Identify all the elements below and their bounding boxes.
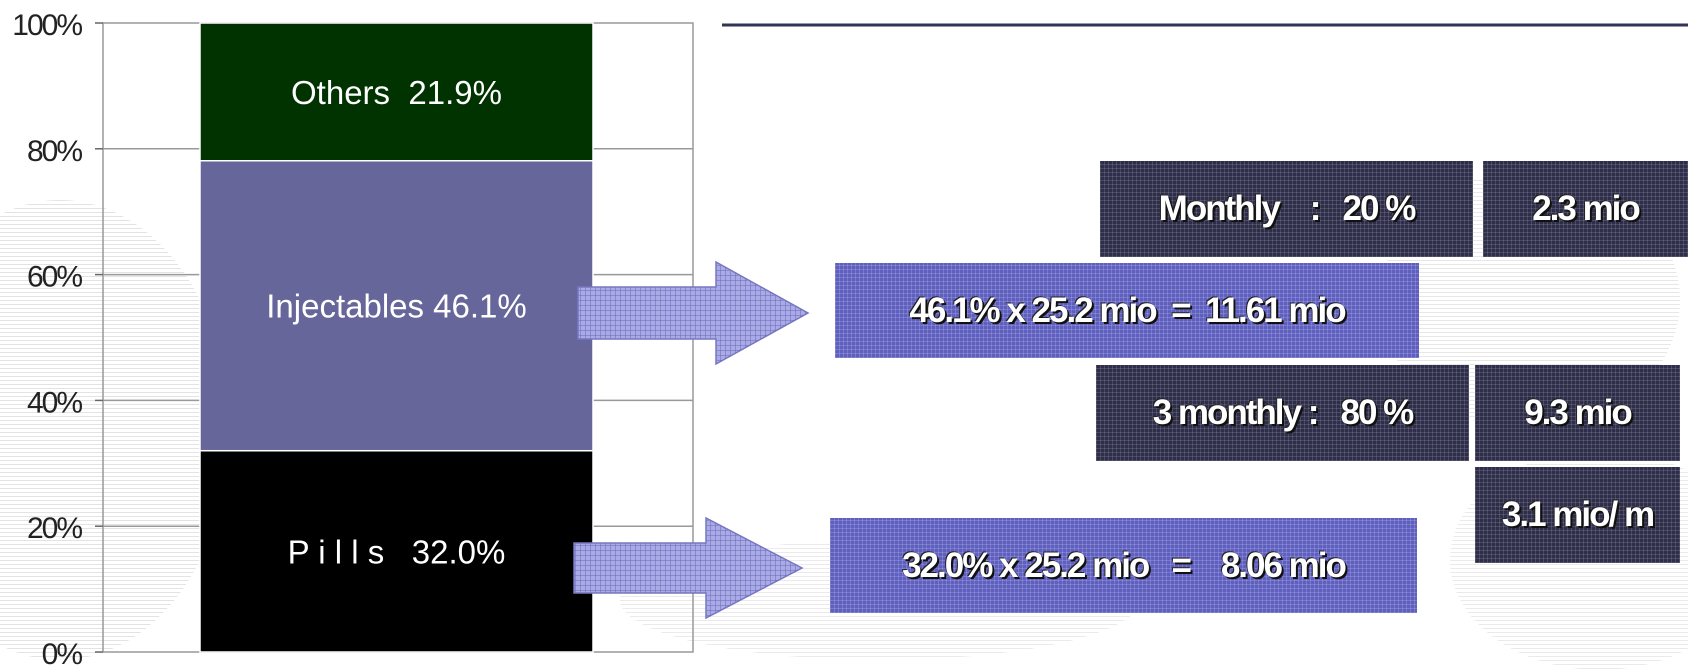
y-tick-label: 0%	[42, 638, 83, 671]
segment-label: Others 21.9%	[291, 74, 502, 111]
segment-label: P i l l s 32.0%	[288, 533, 506, 570]
y-tick-labels: 0% 20% 40% 60% 80% 100%	[12, 9, 84, 671]
y-tick-label: 40%	[27, 386, 82, 419]
y-tick-label: 100%	[12, 9, 82, 42]
monthly-value-box: 2.3 mio	[1483, 161, 1688, 257]
segment-labels: P i l l s 32.0% Injectables 46.1% Others 2…	[266, 74, 527, 570]
chart-bars	[199, 22, 594, 653]
y-tick-label: 80%	[27, 135, 82, 168]
bar-segment	[199, 449, 594, 653]
arrow-right-icon	[577, 260, 810, 366]
bar-segment	[199, 160, 594, 452]
arrow-right-icon	[573, 516, 804, 620]
monthly-share-box: Monthly : 20 %	[1100, 161, 1473, 257]
y-tick-label: 60%	[27, 261, 82, 294]
per-month-box: 3.1 mio/ m	[1475, 467, 1680, 563]
segment-label: Injectables 46.1%	[266, 288, 527, 325]
pills-calc-box: 32.0% x 25.2 mio = 8.06 mio	[830, 518, 1417, 613]
bar-segment	[199, 22, 594, 162]
y-tick-label: 20%	[27, 512, 82, 545]
three-monthly-value-box: 9.3 mio	[1475, 365, 1680, 461]
injectables-calc-box: 46.1% x 25.2 mio = 11.61 mio	[835, 263, 1419, 358]
three-monthly-share-box: 3 monthly : 80 %	[1096, 365, 1469, 461]
